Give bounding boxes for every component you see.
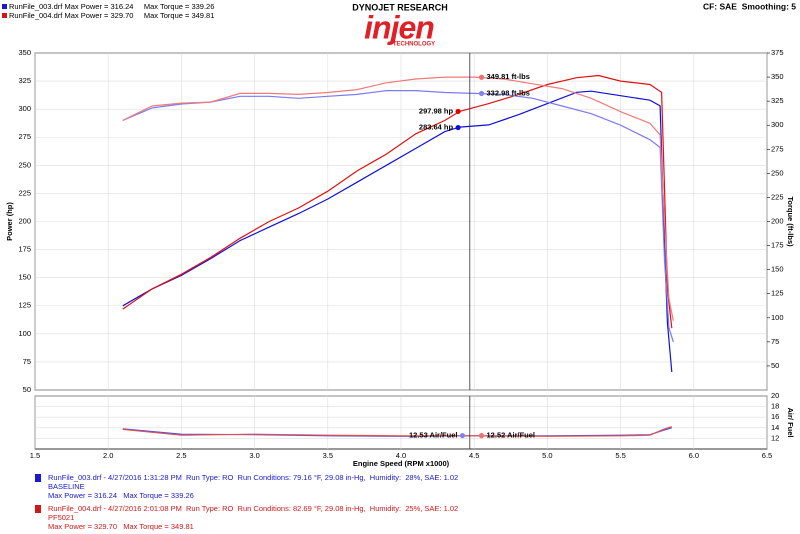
y-tick-label: 225 xyxy=(18,188,31,197)
cursor-point xyxy=(459,432,466,439)
run-info: RunFile_004.drf - 4/27/2016 2:01:08 PM R… xyxy=(48,504,458,513)
run-swatch xyxy=(35,474,41,482)
x-tick-label: 5.0 xyxy=(542,451,552,460)
x-tick-label: 6.5 xyxy=(762,451,772,460)
cursor-point xyxy=(455,108,461,115)
y-tick-label: 325 xyxy=(18,76,31,85)
series-line xyxy=(122,90,673,373)
y-tick-label: 125 xyxy=(18,301,31,310)
x-tick-label: 4.0 xyxy=(396,451,406,460)
y-tick-label: 300 xyxy=(18,104,31,113)
y-tick-label: 20 xyxy=(771,391,779,400)
run-info: RunFile_003.drf - 4/27/2016 1:31:28 PM R… xyxy=(48,473,458,482)
x-tick-label: 3.5 xyxy=(323,451,333,460)
value-label: 283.64 hp xyxy=(419,123,454,132)
y-tick-label: 12 xyxy=(771,433,779,442)
value-label: 297.98 hp xyxy=(419,106,454,115)
y2-axis-title: Torque (ft-lbs) xyxy=(786,196,795,247)
y-axis-title: Air/ Fuel xyxy=(786,407,795,437)
x-tick-label: 4.5 xyxy=(469,451,479,460)
y2-tick-label: 300 xyxy=(771,120,784,129)
value-label: 12.53 Air/Fuel xyxy=(409,431,458,440)
y2-tick-label: 175 xyxy=(771,241,784,250)
series-line xyxy=(122,90,674,343)
value-label: 332.98 ft-lbs xyxy=(487,88,530,97)
y2-tick-label: 225 xyxy=(771,192,784,201)
y2-tick-label: 200 xyxy=(771,216,784,225)
y2-tick-label: 325 xyxy=(771,96,784,105)
run-max: Max Power = 329.70 Max Torque = 349.81 xyxy=(48,522,194,531)
run-swatch xyxy=(35,505,41,513)
run-name: BASELINE xyxy=(48,482,85,491)
cursor-point xyxy=(478,74,485,80)
value-label: 349.81 ft-lbs xyxy=(487,72,530,81)
y-tick-label: 18 xyxy=(771,402,779,411)
run-max: Max Power = 316.24 Max Torque = 339.26 xyxy=(48,491,194,500)
y2-tick-label: 350 xyxy=(771,72,784,81)
x-tick-label: 5.5 xyxy=(615,451,625,460)
x-tick-label: 3.0 xyxy=(249,451,259,460)
y-tick-label: 200 xyxy=(18,216,31,225)
y2-tick-label: 50 xyxy=(771,361,779,370)
y2-tick-label: 150 xyxy=(771,265,784,274)
cursor-point xyxy=(478,433,485,439)
x-tick-label: 2.0 xyxy=(103,451,113,460)
series-line xyxy=(122,76,674,321)
y-tick-label: 275 xyxy=(18,132,31,141)
legend-swatch xyxy=(2,13,7,18)
y-tick-label: 350 xyxy=(18,48,31,57)
cursor-point xyxy=(455,124,461,131)
x-tick-label: 1.5 xyxy=(30,451,40,460)
y2-tick-label: 375 xyxy=(771,48,784,57)
x-axis-title: Engine Speed (RPM x1000) xyxy=(353,459,450,468)
value-label: 12.52 Air/Fuel xyxy=(487,431,536,440)
legend-entry: RunFile_004.drf Max Power = 329.70 Max T… xyxy=(9,11,214,20)
y-tick-label: 150 xyxy=(18,273,31,282)
y-tick-label: 50 xyxy=(23,385,31,394)
y2-tick-label: 75 xyxy=(771,337,779,346)
y2-tick-label: 125 xyxy=(771,289,784,298)
y2-tick-label: 275 xyxy=(771,144,784,153)
y-tick-label: 16 xyxy=(771,412,779,421)
y-tick-label: 100 xyxy=(18,329,31,338)
run-name: PF5021 xyxy=(48,513,74,522)
legend-entry: RunFile_003.drf Max Power = 316.24 Max T… xyxy=(9,2,214,11)
series-line xyxy=(122,426,672,437)
y-tick-label: 175 xyxy=(18,245,31,254)
legend-swatch xyxy=(2,4,7,9)
series-line xyxy=(122,74,673,329)
x-tick-label: 2.5 xyxy=(176,451,186,460)
y2-tick-label: 250 xyxy=(771,168,784,177)
brand: DYNOJET RESEARCH xyxy=(352,2,448,12)
y2-tick-label: 100 xyxy=(771,313,784,322)
y-tick-label: 75 xyxy=(23,357,31,366)
y-axis-title: Power (hp) xyxy=(5,202,14,241)
logo-sub: TECHNOLOGY xyxy=(393,42,435,48)
cursor-point xyxy=(478,90,485,97)
y-tick-label: 250 xyxy=(18,160,31,169)
y-tick-label: 14 xyxy=(771,423,779,432)
settings: CF: SAE Smoothing: 5 xyxy=(703,1,796,11)
logo: injen xyxy=(364,9,434,45)
x-tick-label: 6.0 xyxy=(689,451,699,460)
